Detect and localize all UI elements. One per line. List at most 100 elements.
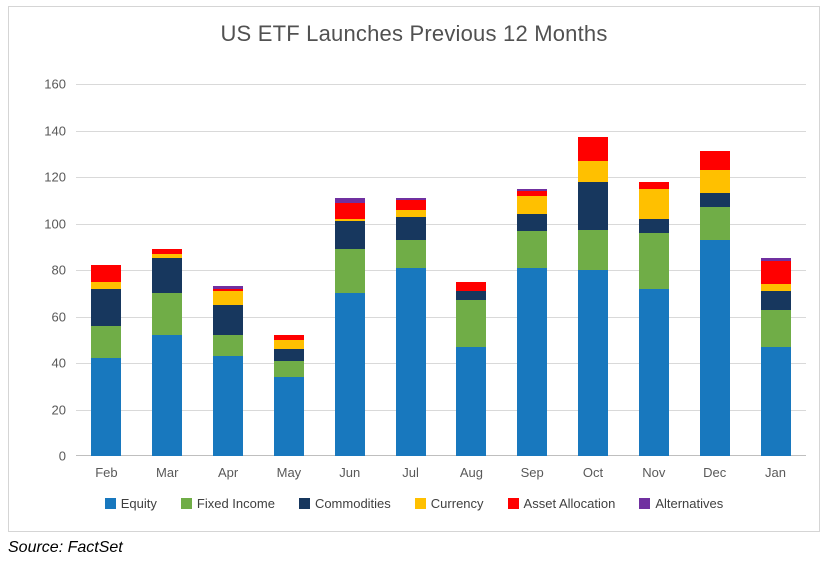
bar-segment-feb-currency — [91, 281, 122, 289]
bar-segment-jun-currency — [334, 218, 365, 222]
bars — [76, 84, 806, 456]
bar-stack-apr — [213, 286, 244, 456]
bar-segment-jan-commodities — [760, 290, 791, 310]
bar-segment-sep-equity — [517, 267, 548, 456]
x-axis-line — [76, 455, 806, 456]
gridline-140 — [76, 130, 806, 132]
bar-segment-jun-alternatives — [334, 197, 365, 203]
gridline-40 — [76, 363, 806, 364]
bar-segment-apr-equity — [213, 356, 244, 456]
bar-segment-oct-currency — [578, 160, 609, 182]
legend-label-equity: Equity — [120, 496, 157, 511]
y-tick-label-100: 100 — [44, 216, 66, 231]
bar-column-sep — [502, 84, 563, 456]
bar-column-jun — [319, 84, 380, 456]
y-tick-label-40: 40 — [51, 355, 66, 371]
legend-item-fixed-income: Fixed Income — [180, 496, 275, 511]
gridline-20 — [76, 409, 806, 411]
y-tick-label-80: 80 — [51, 262, 66, 278]
y-tick-label-60: 60 — [51, 309, 66, 324]
bar-segment-sep-commodities — [517, 214, 548, 231]
bar-segment-nov-fixed-income — [638, 232, 669, 289]
bar-segment-dec-equity — [699, 239, 730, 456]
bar-segment-may-fixed-income — [273, 360, 304, 377]
bar-column-jan — [745, 84, 806, 456]
legend-swatch-currency — [414, 498, 426, 509]
bar-segment-feb-asset-allocation — [91, 265, 122, 282]
bar-segment-jun-commodities — [334, 221, 365, 250]
legend-label-asset-allocation: Asset Allocation — [523, 496, 616, 511]
bar-segment-jul-alternatives — [395, 197, 426, 201]
x-tick-label-nov: Nov — [642, 465, 666, 480]
bar-stack-sep — [517, 188, 548, 456]
gridline-100 — [76, 223, 806, 225]
bar-segment-jul-asset-allocation — [395, 200, 426, 210]
legend-item-asset-allocation: Asset Allocation — [507, 496, 616, 511]
bar-column-apr — [198, 84, 259, 456]
x-tick-label-jul: Jul — [402, 465, 419, 480]
legend-label-alternatives: Alternatives — [655, 496, 724, 511]
x-tick-label-jan: Jan — [765, 465, 786, 480]
gridline-160 — [76, 84, 806, 85]
plot-area: 0 20 40 60 80 100 120 140 160 Feb Mar Apr May Jun Jul… — [44, 77, 806, 480]
bar-segment-jan-equity — [760, 346, 791, 456]
legend-item-alternatives: Alternatives — [639, 496, 723, 511]
bar-column-aug — [441, 84, 502, 456]
legend-item-currency: Currency — [414, 496, 484, 511]
x-tick-label-feb: Feb — [95, 465, 118, 480]
bar-segment-dec-asset-allocation — [699, 151, 730, 171]
bar-segment-jul-equity — [395, 267, 426, 456]
bar-column-jul — [380, 84, 441, 456]
bar-column-oct — [563, 84, 624, 456]
bar-segment-sep-alternatives — [517, 188, 548, 191]
bar-column-mar — [137, 84, 198, 456]
bar-segment-jun-equity — [334, 293, 365, 456]
bar-segment-sep-asset-allocation — [517, 191, 548, 196]
bar-segment-aug-commodities — [456, 290, 487, 301]
y-tick-label-140: 140 — [44, 123, 66, 138]
x-tick-label-jun: Jun — [339, 465, 361, 480]
bar-segment-nov-commodities — [638, 218, 669, 233]
chart-title: US ETF Launches Previous 12 Months — [220, 21, 608, 46]
bar-segment-feb-equity — [91, 358, 122, 456]
bar-segment-jan-currency — [760, 283, 791, 291]
bar-stack-feb — [91, 265, 122, 456]
bar-segment-aug-fixed-income — [456, 300, 487, 347]
bar-segment-dec-fixed-income — [699, 207, 730, 240]
legend: Equity Fixed Income Commodities Currency Ass… — [9, 496, 819, 511]
bar-stack-aug — [456, 281, 487, 456]
bar-segment-jun-fixed-income — [334, 249, 365, 294]
bar-segment-dec-commodities — [699, 193, 730, 208]
bar-segment-oct-fixed-income — [578, 230, 609, 270]
bar-segment-nov-equity — [638, 288, 669, 456]
bar-segment-mar-commodities — [152, 258, 183, 294]
x-tick-label-sep: Sep — [520, 465, 544, 480]
bar-segment-mar-asset-allocation — [152, 249, 183, 254]
gridline-120 — [76, 177, 806, 178]
legend-swatch-equity — [104, 498, 116, 509]
bar-segment-may-currency — [273, 339, 304, 350]
legend-swatch-alternatives — [639, 498, 651, 509]
bar-segment-apr-asset-allocation — [213, 288, 244, 291]
bar-stack-nov — [638, 181, 669, 456]
x-axis-labels: Feb Mar Apr May Jun Jul Aug Sep Oct Nov Dec Jan — [76, 465, 806, 480]
bar-segment-feb-commodities — [91, 288, 122, 326]
bar-stack-dec — [699, 151, 730, 456]
bar-column-may — [258, 84, 319, 456]
bar-stack-mar — [152, 249, 183, 456]
chart-container: US ETF Launches Previous 12 Months 0 20 40… — [8, 6, 820, 532]
source-note: Source: FactSet — [8, 539, 123, 556]
bar-segment-oct-equity — [578, 270, 609, 456]
bar-segment-oct-asset-allocation — [578, 137, 609, 161]
y-tick-label-0: 0 — [58, 448, 66, 464]
bar-segment-jan-asset-allocation — [760, 260, 791, 284]
x-tick-label-oct: Oct — [582, 465, 604, 480]
bar-segment-apr-alternatives — [213, 286, 244, 289]
bar-segment-aug-asset-allocation — [456, 281, 487, 291]
legend-label-commodities: Commodities — [314, 496, 391, 511]
legend-item-commodities: Commodities — [298, 496, 391, 511]
bar-segment-jan-fixed-income — [760, 309, 791, 347]
gridline-60 — [76, 316, 806, 318]
bar-segment-jun-asset-allocation — [334, 202, 365, 219]
bar-segment-jul-fixed-income — [395, 239, 426, 268]
